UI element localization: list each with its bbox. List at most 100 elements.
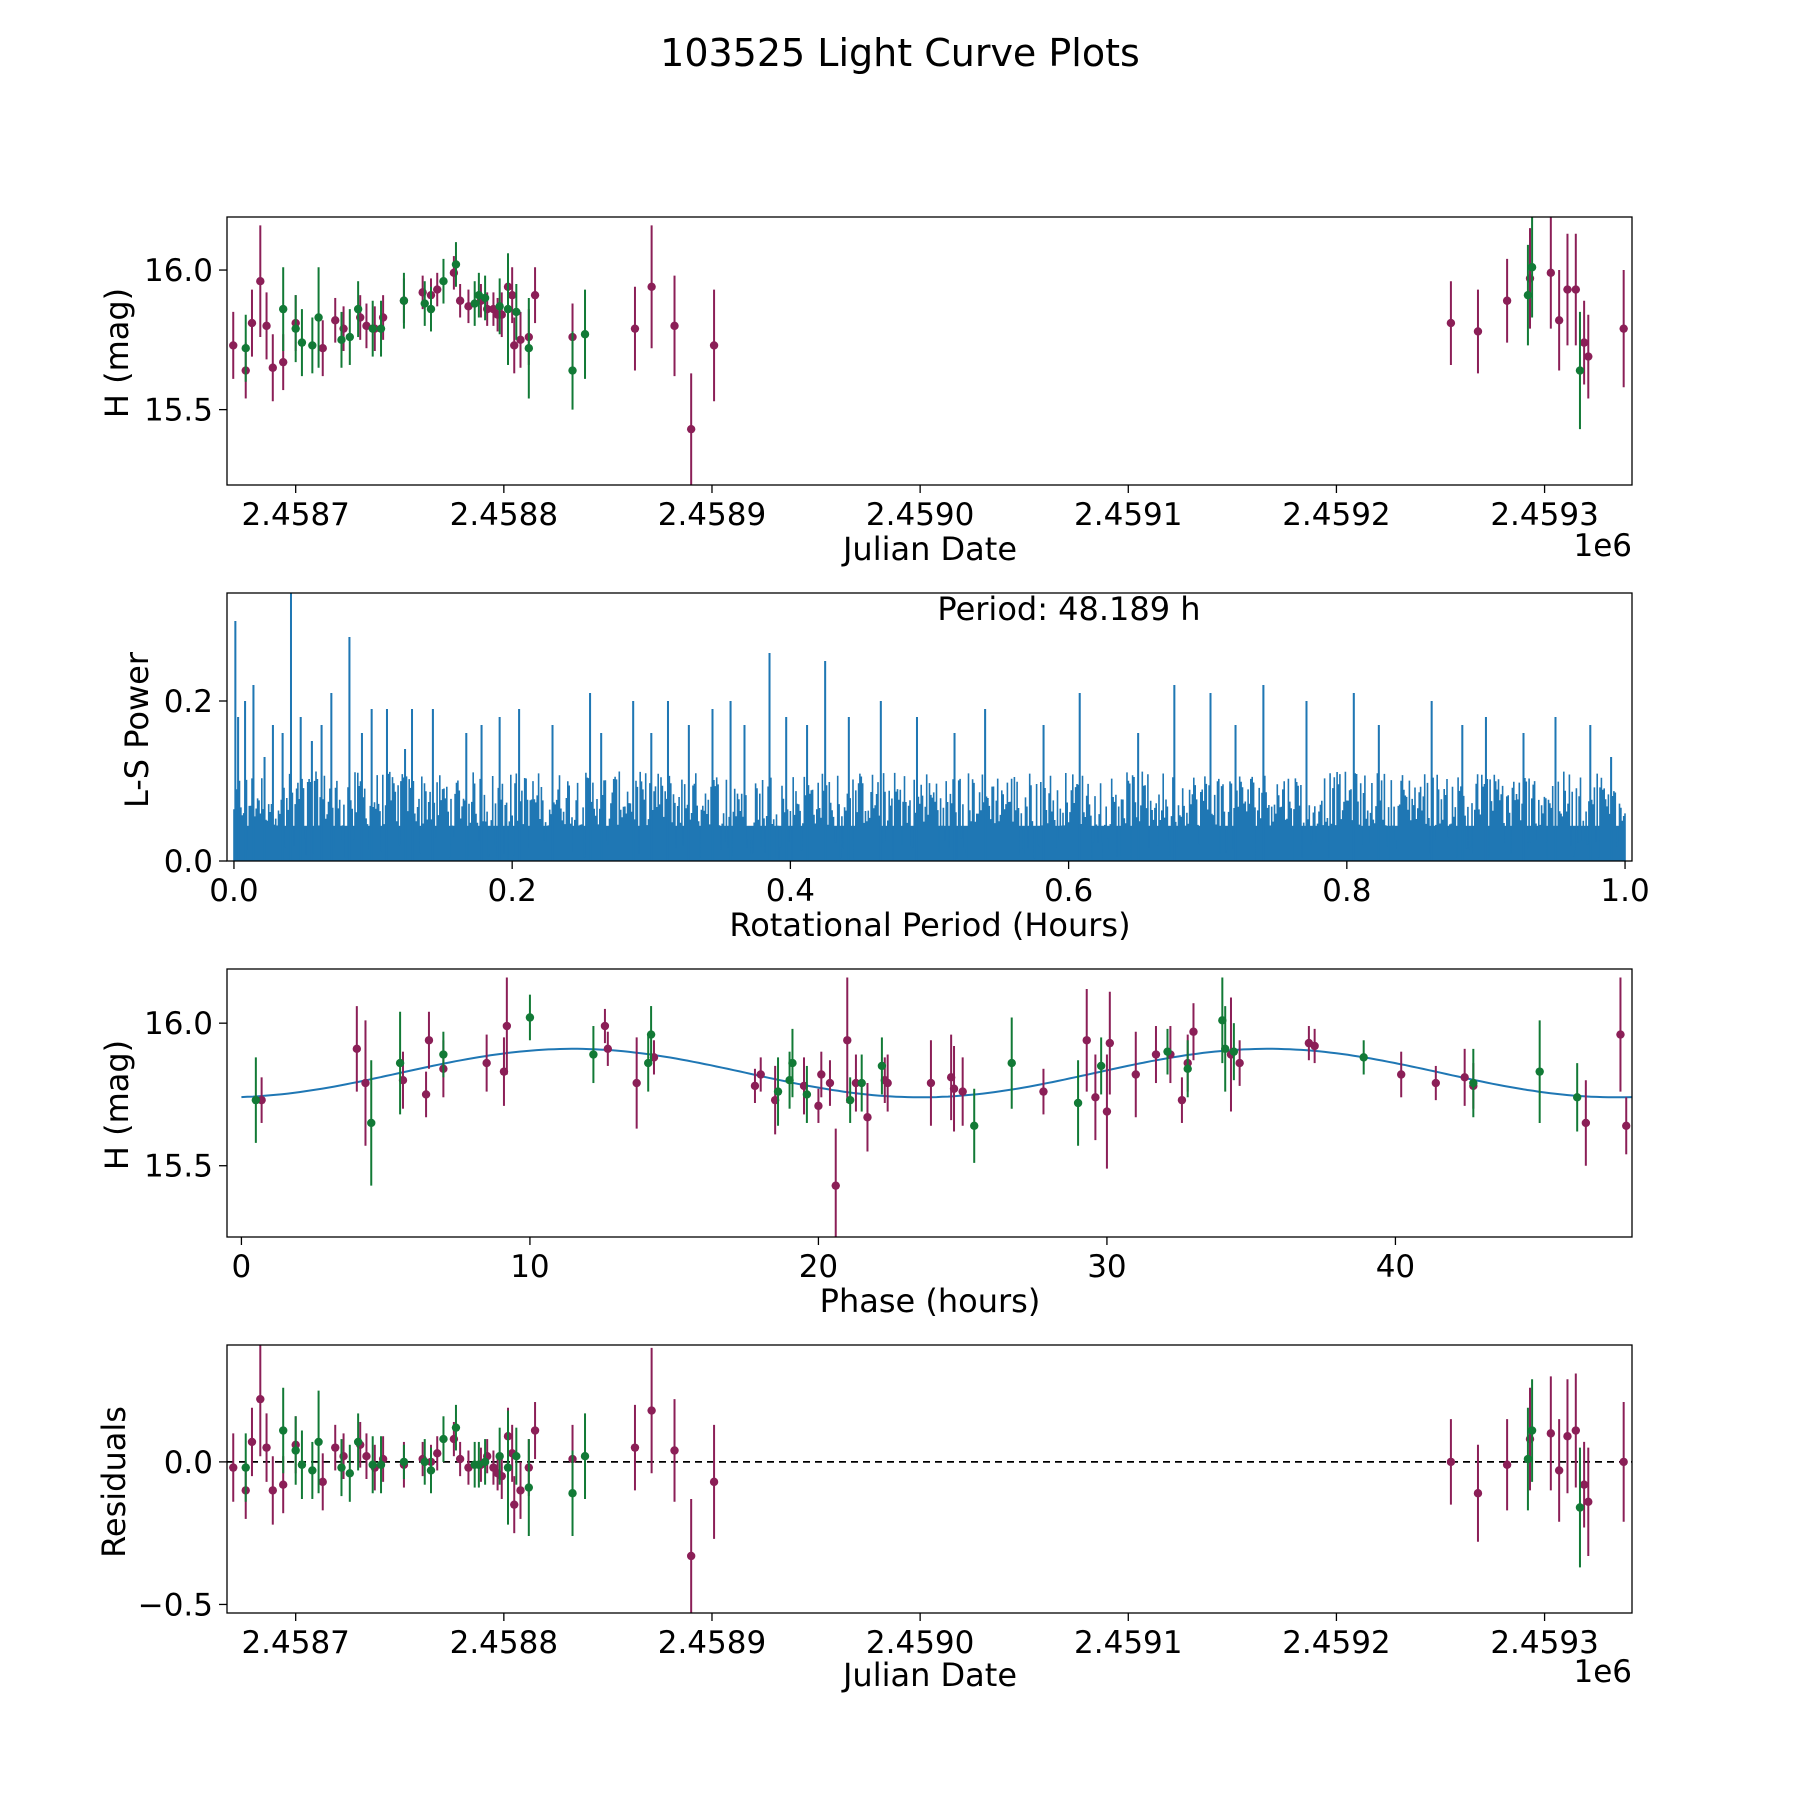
filter-a-data-point [756,1070,765,1079]
filter-a-data-point [516,335,525,345]
light-curve-x-tick-label: 2.4589 [658,497,766,533]
filter-a-data-point [630,1443,640,1452]
phased-curve-x-tick-label: 40 [1376,1249,1415,1285]
filter-a-data-point [1616,1030,1625,1039]
filter-b-data-point [251,1095,261,1105]
filter-b-data-point [646,1030,656,1039]
filter-a-data-point [331,1443,340,1452]
filter-a-data-point [268,1486,277,1495]
filter-b-data-point [1523,1454,1533,1464]
residuals-x-axis-label: Julian Date [841,1656,1017,1694]
filter-a-data-point [1131,1070,1140,1079]
filter-a-data-point [1460,1073,1469,1082]
filter-b-data-point [291,324,300,333]
filter-b-data-point [353,304,363,314]
light-curve-x-tick-label: 2.4593 [1490,497,1598,533]
filter-b-data-point [1359,1053,1368,1062]
periodogram-line [233,593,1626,861]
filter-a-data-point [1177,1095,1187,1105]
filter-b-data-point [524,1483,534,1492]
filter-b-data-point [241,344,250,353]
phased-curve-data-layer [241,977,1632,1237]
filter-b-data-point [1163,1047,1172,1056]
filter-a-data-point [863,1113,872,1122]
filter-a-data-point [1619,1457,1628,1467]
filter-a-data-point [421,1090,431,1099]
filter-b-data-point [788,1058,797,1068]
filter-b-data-point [291,1446,300,1455]
filter-a-data-point [1396,1070,1406,1079]
light-curve-x-axis-label: Julian Date [841,530,1017,568]
filter-b-data-point [308,341,317,350]
phased-curve-x-tick-label: 10 [510,1249,549,1285]
light-curve-x-tick-label: 2.4587 [241,497,349,533]
residuals-y-tick-label: −0.5 [138,1587,213,1623]
filter-b-data-point [1523,290,1533,300]
filter-b-data-point [345,1469,355,1478]
filter-a-data-point [958,1087,967,1096]
filter-a-data-point [262,321,271,331]
filter-a-data-point [510,1500,519,1509]
filter-b-data-point [877,1061,887,1071]
filter-b-data-point [495,1451,504,1461]
filter-b-data-point [420,299,429,308]
filter-b-data-point [1221,1044,1230,1054]
filter-b-data-point [420,1457,429,1467]
filter-a-data-point [1554,1466,1564,1475]
filter-a-data-point [686,424,696,434]
filter-a-data-point [362,1451,371,1461]
filter-a-data-point [455,1454,465,1464]
filter-a-data-point [1105,1038,1115,1048]
filter-b-data-point [297,338,307,347]
filter-b-data-point [314,313,323,322]
phased-curve-x-tick-label: 0 [232,1249,252,1285]
filter-b-data-point [426,1466,436,1475]
filter-b-data-point [503,1463,513,1472]
filter-b-data-point [1527,263,1537,272]
residuals-x-tick-label: 2.4590 [866,1625,974,1661]
filter-a-data-point [817,1070,826,1079]
filter-a-data-point [318,344,327,353]
period-annotation: Period: 48.189 h [937,590,1200,628]
filter-a-data-point [1622,1121,1631,1131]
periodogram-x-tick-label: 0.2 [488,873,537,909]
filter-a-data-point [433,285,442,294]
filter-b-data-point [568,366,577,375]
filter-a-data-point [1310,1041,1319,1051]
filter-a-data-point [1235,1058,1244,1068]
filter-a-data-point [1039,1087,1048,1096]
periodogram-x-tick-label: 1.0 [1600,873,1649,909]
figure-title: 103525 Light Curve Plots [660,31,1140,75]
phased-curve-y-axis-label: H (mag) [98,1040,136,1170]
filter-a-data-point [1102,1107,1112,1116]
filter-b-data-point [353,1437,363,1447]
filter-b-data-point [279,1426,288,1435]
residuals-frame [226,1344,1633,1614]
filter-a-data-point [247,318,257,328]
residuals-x-tick-label: 2.4592 [1282,1625,1390,1661]
filter-b-data-point [399,296,409,305]
filter-a-data-point [279,1480,288,1489]
filter-b-data-point [1575,366,1585,375]
residuals-x-tick-label: 2.4588 [450,1625,558,1661]
filter-a-data-point [843,1036,852,1045]
filter-b-data-point [512,307,521,317]
filter-b-data-point [589,1050,598,1059]
filter-a-data-point [229,1463,238,1472]
periodogram-x-tick-label: 0.0 [209,873,258,909]
phased-curve-x-tick-label: 20 [799,1249,838,1285]
phased-curve-panel: 0 10 20 30 40 15.5 16.0 Phase (hours) H (mag) [98,968,1633,1320]
filter-a-data-point [279,357,288,367]
filter-a-data-point [362,321,371,331]
filter-a-data-point [949,1084,959,1093]
residuals-plot-area [226,1344,1633,1614]
filter-a-data-point [1473,1489,1483,1498]
light-curve-x-tick-label: 2.4592 [1282,497,1390,533]
filter-a-data-point [686,1551,696,1561]
filter-a-data-point [229,341,238,350]
filter-b-data-point [376,1460,386,1469]
filter-a-data-point [530,1426,540,1435]
filter-b-data-point [337,1463,346,1472]
filter-a-data-point [507,290,517,300]
